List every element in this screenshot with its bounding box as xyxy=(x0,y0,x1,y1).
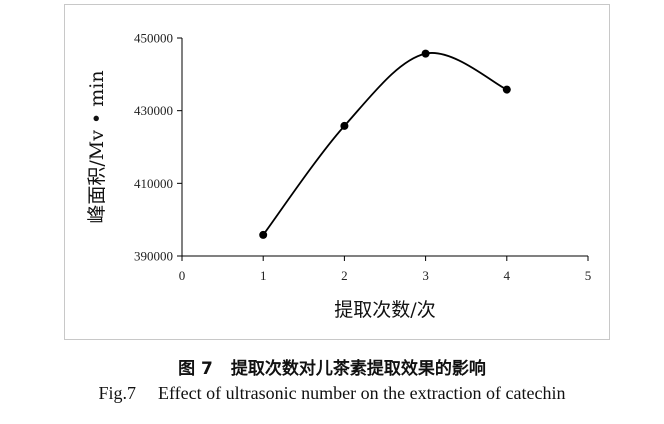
x-tick-label: 0 xyxy=(179,268,186,283)
axes xyxy=(181,38,588,257)
x-tick-label: 4 xyxy=(504,268,511,283)
caption-en-text: Effect of ultrasonic number on the extra… xyxy=(158,383,566,403)
data-point xyxy=(259,230,268,239)
caption-chinese: 图 7 提取次数对儿茶素提取效果的影响 xyxy=(0,354,664,379)
data-points xyxy=(259,49,511,239)
data-point xyxy=(421,49,430,58)
x-tick-label: 1 xyxy=(260,268,267,283)
data-point xyxy=(340,121,349,130)
x-tick-label: 3 xyxy=(422,268,429,283)
y-tick-label: 410000 xyxy=(134,176,173,191)
caption-cn-label: 图 7 xyxy=(178,359,213,379)
plot-frame xyxy=(64,4,610,340)
x-tick-label: 2 xyxy=(341,268,348,283)
series-line xyxy=(262,52,508,236)
x-ticks: 0 1 2 3 4 5 xyxy=(179,256,592,283)
caption-english: Fig.7 Effect of ultrasonic number on the … xyxy=(0,383,664,404)
y-tick-label: 430000 xyxy=(134,103,173,118)
x-axis-title: 提取次数/次 xyxy=(334,299,435,321)
caption-en-label: Fig.7 xyxy=(98,383,136,403)
y-axis-title: 峰面积/Mv • min xyxy=(86,70,108,223)
y-tick-label: 390000 xyxy=(134,249,173,264)
x-tick-label: 5 xyxy=(585,268,592,283)
y-tick-label: 450000 xyxy=(134,31,173,46)
caption-cn-text: 提取次数对儿茶素提取效果的影响 xyxy=(230,359,486,379)
data-point xyxy=(502,85,511,94)
y-ticks: 390000 410000 430000 450000 xyxy=(134,31,182,264)
